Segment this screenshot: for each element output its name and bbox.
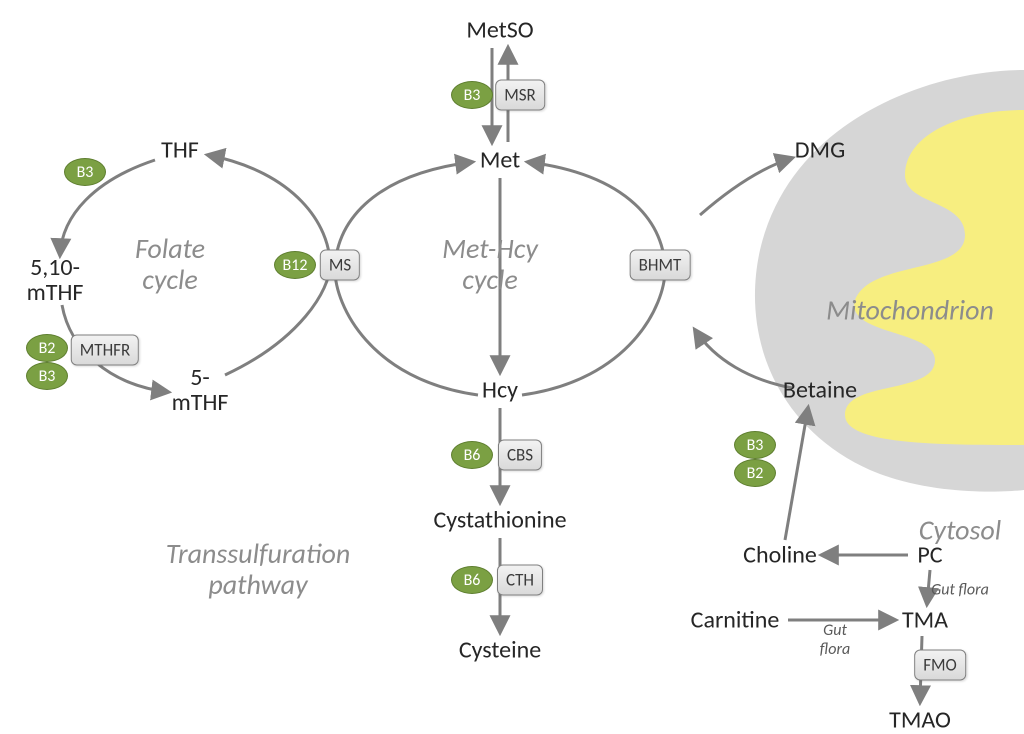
node-thf: THF — [161, 137, 199, 162]
vitamin-b2-5: B2 — [26, 334, 68, 362]
arrow-pc-tma — [927, 570, 930, 604]
node-cysteine: Cysteine — [459, 637, 541, 662]
vitamin-b2-8: B2 — [734, 459, 776, 487]
vitamin-b3-7: B3 — [734, 431, 776, 459]
mitochondrion-shape — [755, 70, 1024, 492]
vitamin-b3-0: B3 — [451, 81, 493, 109]
node-tmao: TMAO — [889, 707, 951, 732]
node-betaine: Betaine — [783, 377, 857, 402]
enzyme-msr: MSR — [495, 80, 545, 111]
label-mitochondrion: Mitochondrion — [826, 293, 994, 328]
vitamin-b6-3: B6 — [451, 566, 493, 594]
enzyme-bhmt: BHMT — [630, 250, 691, 281]
enzyme-cbs: CBS — [498, 440, 542, 471]
node-hcy: Hcy — [482, 377, 518, 402]
node-510mthf: 5,10- mTHF — [27, 255, 84, 305]
enzyme-mthfr: MTHFR — [71, 335, 139, 366]
node-metso: MetSO — [466, 17, 533, 42]
vitamin-b3-6: B3 — [26, 362, 68, 390]
vitamin-b3-4: B3 — [64, 158, 106, 186]
enzyme-ms: MS — [320, 250, 360, 281]
edge-label-gutflora-2: Gut flora — [820, 621, 850, 659]
label-transsulfuration: Transsulfuration pathway — [166, 539, 351, 601]
vitamin-b6-2: B6 — [451, 441, 493, 469]
vitamin-b12-1: B12 — [274, 251, 316, 279]
node-choline: Choline — [743, 542, 817, 567]
node-tma: TMA — [902, 607, 948, 632]
edge-label-gutflora-1: Gut flora — [931, 581, 989, 600]
node-met: Met — [480, 147, 520, 172]
node-carnitine: Carnitine — [691, 607, 780, 632]
label-cytosol: Cytosol — [919, 513, 1001, 548]
label-folate-cycle: Folate cycle — [135, 234, 205, 296]
node-5mthf: 5- mTHF — [172, 365, 229, 415]
label-methcy-cycle: Met-Hcy cycle — [442, 234, 538, 296]
node-dmg: DMG — [795, 137, 845, 162]
diagram-root: { "canvas": { "w": 1024, "h": 732, "bg":… — [0, 0, 1024, 732]
enzyme-cth: CTH — [497, 565, 543, 596]
arrow-choline-betaine — [785, 408, 808, 540]
enzyme-fmo: FMO — [914, 650, 966, 681]
node-cystathionine: Cystathionine — [433, 507, 566, 532]
